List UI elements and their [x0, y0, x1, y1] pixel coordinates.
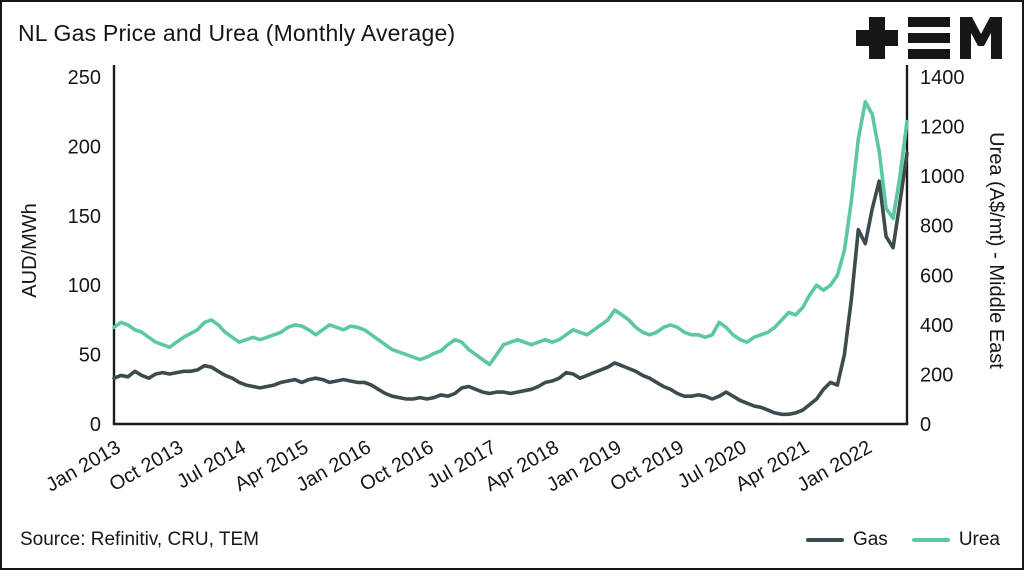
m-letter-icon [960, 17, 1002, 59]
left-axis-title: AUD/MWh [19, 203, 41, 297]
tem-logo [856, 17, 1002, 59]
legend-swatch [805, 537, 844, 543]
left-axis-tick-label: 150 [68, 206, 101, 228]
right-axis-tick-label: 800 [920, 216, 953, 238]
right-axis-tick-label: 600 [920, 265, 953, 287]
left-axis-tick-label: 100 [68, 275, 101, 297]
urea-series-line [112, 100, 909, 367]
left-axis-tick-label: 50 [79, 345, 101, 367]
right-axis-tick-label: 400 [920, 315, 953, 337]
left-axis-tick-label: 0 [90, 414, 101, 436]
right-axis-tick-label: 1200 [920, 117, 965, 139]
gas-series-line [112, 151, 909, 417]
right-axis-tick-label: 200 [920, 364, 953, 386]
three-bars-icon [908, 17, 950, 59]
legend-item: Gas [805, 529, 888, 551]
legend-swatch [911, 537, 950, 543]
legend-label: Gas [852, 529, 888, 550]
right-axis-title: Urea (A$/mt) - Middle East [985, 132, 1007, 369]
legend-item: Urea [911, 529, 1000, 551]
legend: Gas Urea [805, 529, 1000, 551]
chart-title: NL Gas Price and Urea (Monthly Average) [18, 20, 456, 46]
right-axis-tick-label: 1000 [920, 166, 965, 188]
left-axis-tick-label: 250 [68, 67, 101, 89]
right-axis-tick-label: 0 [920, 414, 931, 436]
right-axis-tick-label: 1400 [920, 67, 965, 89]
legend-label: Urea [958, 529, 1000, 550]
plus-icon [856, 17, 898, 59]
source-note: Source: Refinitiv, CRU, TEM [20, 529, 259, 550]
left-axis-tick-label: 200 [68, 136, 101, 158]
